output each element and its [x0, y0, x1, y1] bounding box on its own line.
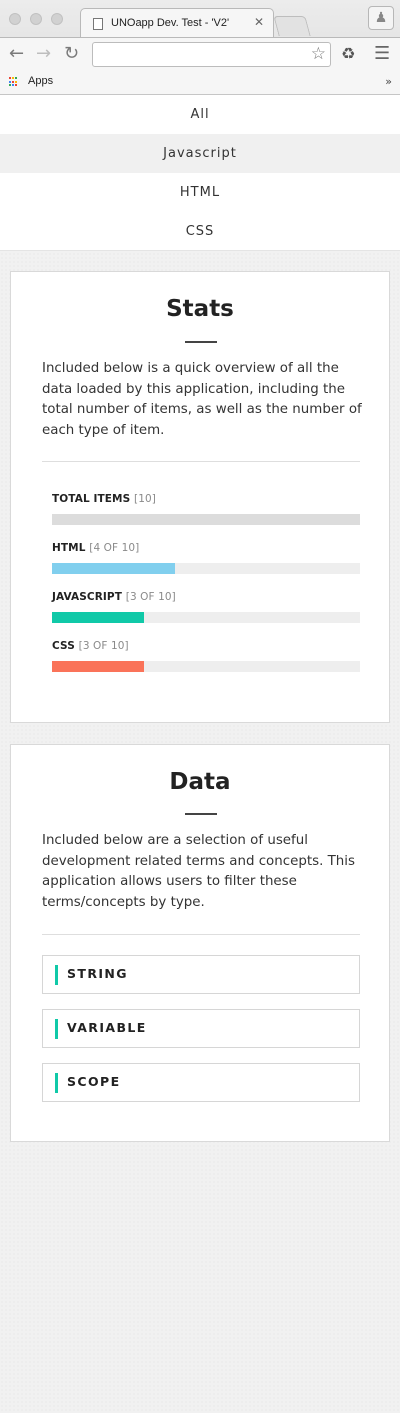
stats-divider [42, 461, 360, 462]
filter-all[interactable]: All [190, 107, 210, 122]
data-card: Data Included below are a selection of u… [10, 744, 390, 1142]
bookmark-star-icon[interactable]: ☆ [310, 44, 326, 64]
browser-tab[interactable]: UNOapp Dev. Test - 'V2' ✕ [80, 8, 274, 38]
term-label: STRING [67, 966, 128, 981]
stat-name: HTML [52, 542, 86, 554]
stat-name: TOTAL ITEMS [52, 493, 131, 505]
bookmarks-bar: Apps » [0, 71, 400, 95]
filter-javascript[interactable]: Javascript [0, 134, 400, 173]
stat-bar-fill [52, 563, 176, 574]
data-title-rule [185, 813, 217, 815]
browser-chrome: UNOapp Dev. Test - 'V2' ✕ ♟ ← → ↻ ☆ ♻ ☰ … [0, 0, 400, 95]
stat-bar-fill [52, 612, 145, 623]
stat-name: CSS [52, 640, 75, 652]
more-bookmarks-icon[interactable]: » [385, 75, 392, 88]
filter-css[interactable]: CSS [185, 224, 215, 239]
stat-label-total: TOTAL ITEMS [10] [52, 493, 156, 505]
stat-bar-javascript [52, 612, 360, 623]
stat-count: [4 OF 10] [89, 542, 140, 554]
forward-icon[interactable]: → [36, 43, 52, 64]
stats-title-rule [185, 341, 217, 343]
new-tab-button[interactable] [273, 16, 311, 36]
data-intro: Included below are a selection of useful… [42, 833, 355, 910]
stat-label-html: HTML [4 OF 10] [52, 542, 139, 554]
extension-recycle-icon[interactable]: ♻ [341, 44, 356, 63]
stat-bar-css [52, 661, 360, 672]
close-window-button[interactable] [9, 13, 21, 25]
term-scope[interactable]: SCOPE [42, 1063, 360, 1102]
tab-title: UNOapp Dev. Test - 'V2' [111, 17, 230, 29]
term-accent [55, 965, 58, 985]
filter-html[interactable]: HTML [179, 185, 221, 200]
reload-icon[interactable]: ↻ [64, 43, 80, 64]
stat-bar-fill [52, 514, 360, 525]
apps-grid-icon[interactable] [9, 77, 19, 87]
stat-count: [3 OF 10] [125, 591, 176, 603]
term-label: VARIABLE [67, 1020, 147, 1035]
filter-nav: All Javascript HTML CSS [0, 95, 400, 251]
title-bar: UNOapp Dev. Test - 'V2' ✕ ♟ [0, 0, 400, 38]
menu-icon[interactable]: ☰ [374, 43, 391, 64]
data-divider [42, 934, 360, 935]
stats-intro: Included below is a quick overview of al… [42, 361, 362, 438]
stat-name: JAVASCRIPT [52, 591, 122, 603]
stat-bar-html [52, 563, 360, 574]
stat-count: [10] [134, 493, 156, 505]
term-accent [55, 1019, 58, 1039]
data-title: Data [169, 769, 231, 795]
stat-bar-fill [52, 661, 145, 672]
term-string[interactable]: STRING [42, 955, 360, 994]
back-icon[interactable]: ← [9, 43, 25, 64]
browser-toolbar: ← → ↻ ☆ ♻ ☰ [0, 37, 400, 71]
address-bar[interactable]: ☆ [92, 42, 331, 67]
term-variable[interactable]: VARIABLE [42, 1009, 360, 1048]
stat-bar-total [52, 514, 360, 525]
term-accent [55, 1073, 58, 1093]
stats-card: Stats Included below is a quick overview… [10, 271, 390, 723]
stat-label-css: CSS [3 OF 10] [52, 640, 129, 652]
minimize-window-button[interactable] [30, 13, 42, 25]
profile-icon[interactable]: ♟ [368, 6, 394, 30]
term-label: SCOPE [67, 1074, 121, 1089]
stats-title: Stats [166, 296, 234, 322]
stat-label-javascript: JAVASCRIPT [3 OF 10] [52, 591, 176, 603]
page-icon [93, 18, 103, 30]
apps-bookmark[interactable]: Apps [28, 75, 54, 87]
close-tab-icon[interactable]: ✕ [253, 15, 264, 29]
zoom-window-button[interactable] [51, 13, 63, 25]
stat-count: [3 OF 10] [78, 640, 129, 652]
